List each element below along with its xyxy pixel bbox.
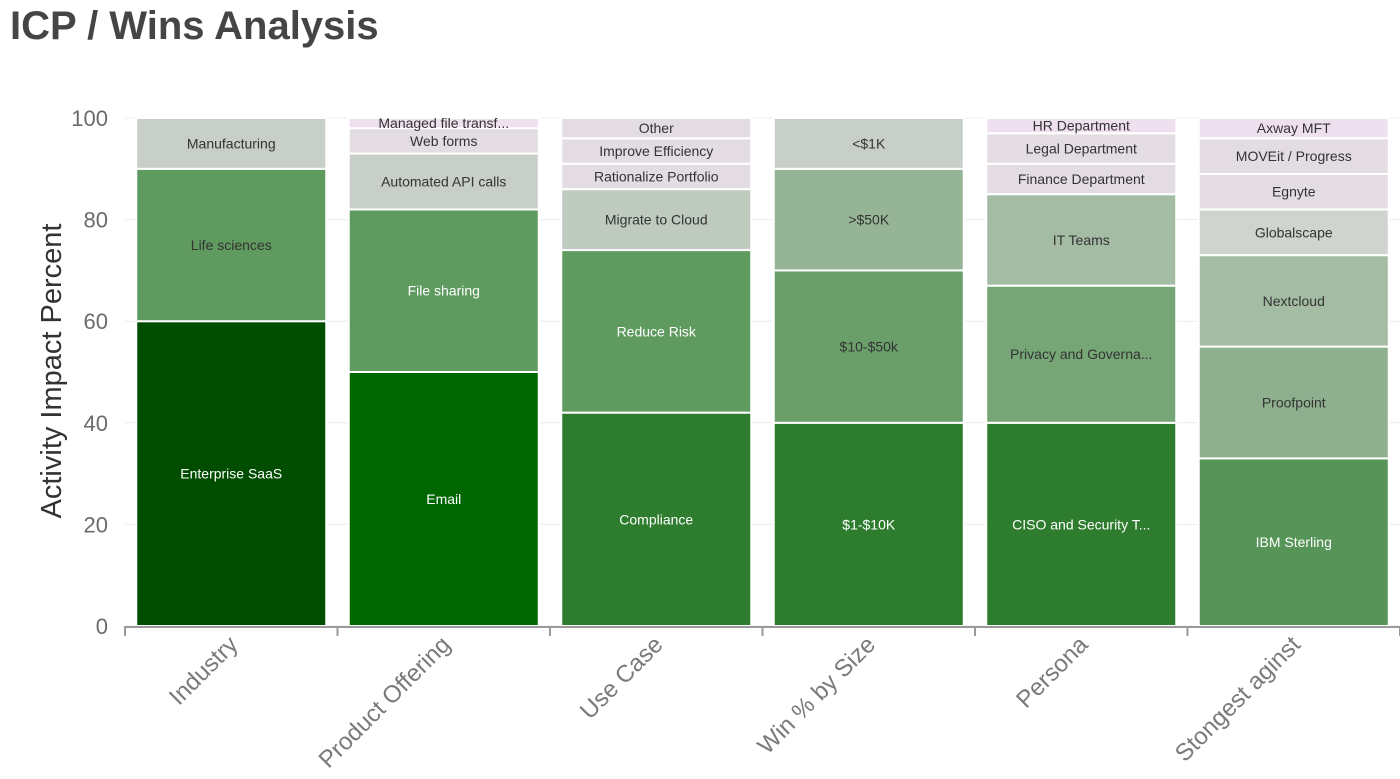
x-category-label: Product Offering <box>314 631 456 773</box>
segment-label: Automated API calls <box>381 174 506 190</box>
bar-segment[interactable] <box>772 421 965 627</box>
bar-segment[interactable] <box>1197 345 1390 460</box>
segment-label: >$50K <box>848 212 890 228</box>
segment-label: Email <box>426 491 461 507</box>
segment-label: Enterprise SaaS <box>180 466 282 482</box>
segment-label: File sharing <box>408 283 480 299</box>
bar-segment[interactable] <box>1197 137 1390 175</box>
bar-segment[interactable] <box>985 162 1178 196</box>
segment-label: Nextcloud <box>1263 293 1325 309</box>
segment-label: Privacy and Governa... <box>1010 346 1152 362</box>
bar-segment[interactable] <box>135 167 328 323</box>
bar-segment[interactable] <box>1197 117 1390 140</box>
y-tick-label: 20 <box>84 512 108 537</box>
bar-segment[interactable] <box>347 117 540 130</box>
page-title: ICP / Wins Analysis <box>10 4 379 48</box>
bar-segment[interactable] <box>772 117 965 170</box>
y-axis-title: Activity Impact Percent <box>36 224 68 519</box>
x-category-label: Persona <box>1011 631 1094 714</box>
bar-segment[interactable] <box>560 162 753 191</box>
bar-segment[interactable] <box>135 320 328 627</box>
y-tick-label: 80 <box>84 208 108 233</box>
segment-label: Rationalize Portfolio <box>594 168 719 184</box>
bar-segment[interactable] <box>347 152 540 211</box>
segment-label: Compliance <box>619 511 693 527</box>
bar-segment[interactable] <box>985 421 1178 627</box>
bar-segment[interactable] <box>560 249 753 414</box>
bar-segment[interactable] <box>985 284 1178 424</box>
bar-segment[interactable] <box>772 269 965 424</box>
segment-label: HR Department <box>1033 118 1130 134</box>
bar-segment[interactable] <box>772 167 965 272</box>
bar-segment[interactable] <box>985 117 1178 135</box>
bar-segment[interactable] <box>560 117 753 140</box>
segment-label: $1-$10K <box>842 516 896 532</box>
bar-segment[interactable] <box>1197 208 1390 257</box>
x-category-label: Stongest aginst <box>1170 631 1306 767</box>
x-category-label: Win % by Size <box>752 631 880 759</box>
x-category-label: Use Case <box>575 631 669 725</box>
bar-segment[interactable] <box>135 117 328 170</box>
chart-bars: Enterprise SaaS Life sciences Manufacturin… <box>135 115 1390 628</box>
bar-segment[interactable] <box>347 208 540 373</box>
bar-segment[interactable] <box>1197 254 1390 348</box>
segment-label: Improve Efficiency <box>599 143 713 159</box>
segment-label: Proofpoint <box>1262 394 1326 410</box>
segment-label: Globalscape <box>1255 224 1333 240</box>
segment-label: $10-$50k <box>840 339 899 355</box>
segment-label: Migrate to Cloud <box>605 212 708 228</box>
bar-segment[interactable] <box>985 132 1178 165</box>
segment-label: Axway MFT <box>1257 120 1331 136</box>
segment-label: Manufacturing <box>187 135 276 151</box>
bar-segment[interactable] <box>560 188 753 252</box>
segment-label: IT Teams <box>1053 232 1110 248</box>
segment-label: Reduce Risk <box>617 323 697 339</box>
segment-label: Finance Department <box>1018 171 1145 187</box>
y-tick-label: 0 <box>96 614 108 639</box>
y-tick-label: 40 <box>84 411 108 436</box>
segment-label: Managed file transf... <box>378 115 509 131</box>
segment-label: Legal Department <box>1026 140 1137 156</box>
segment-label: IBM Sterling <box>1256 534 1332 550</box>
segment-label: Web forms <box>410 133 477 149</box>
segment-label: Other <box>639 120 674 136</box>
y-tick-label: 60 <box>84 309 108 334</box>
bar-segment[interactable] <box>560 137 753 165</box>
bar-segment[interactable] <box>985 193 1178 287</box>
segment-label: MOVEit / Progress <box>1236 148 1352 164</box>
x-category-label: Industry <box>164 631 243 710</box>
segment-label: <$1K <box>852 135 886 151</box>
y-tick-label: 100 <box>71 106 108 131</box>
segment-label: Egnyte <box>1272 184 1316 200</box>
segment-label: CISO and Security T... <box>1012 516 1150 532</box>
bar-segment[interactable] <box>1197 172 1390 211</box>
bar-segment[interactable] <box>1197 457 1390 627</box>
segment-label: Life sciences <box>191 237 272 253</box>
